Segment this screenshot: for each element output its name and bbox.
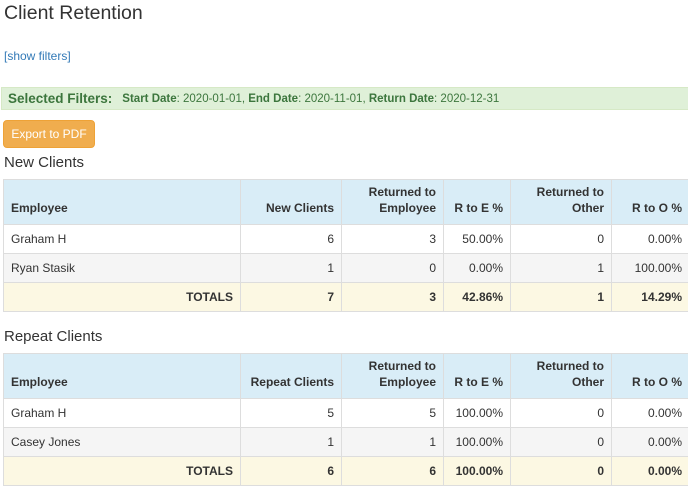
totals-label: TOTALS <box>3 456 241 486</box>
totals-r-to-e-pct: 42.86% <box>443 282 511 312</box>
employee-cell: Casey Jones <box>3 427 241 457</box>
table-row: Casey Jones 1 1 100.00% 0 0.00% <box>3 427 688 457</box>
selected-filters-bar: Selected Filters: Start Date: 2020-01-01… <box>1 87 688 110</box>
table-row: Graham H 6 3 50.00% 0 0.00% <box>3 224 688 254</box>
totals-r-to-e-pct: 100.00% <box>443 456 511 486</box>
table-header-row: Employee Repeat Clients Returned to Empl… <box>3 353 688 399</box>
column-header-employee: Employee <box>3 353 241 399</box>
new-clients-cell: 1 <box>240 253 342 283</box>
export-to-pdf-button[interactable]: Export to PDF <box>3 120 95 148</box>
column-header-returned-to-employee: Returned to Employee <box>341 353 444 399</box>
filter-value-return-date: 2020-12-31 <box>440 92 500 105</box>
returned-to-employee-cell: 0 <box>341 253 444 283</box>
filter-label-end-date: End Date <box>248 92 299 105</box>
totals-returned-to-other: 0 <box>510 456 612 486</box>
returned-to-other-cell: 0 <box>510 224 612 254</box>
r-to-o-pct-cell: 100.00% <box>611 253 688 283</box>
returned-to-employee-cell: 3 <box>341 224 444 254</box>
selected-filters-title: Selected Filters: <box>8 91 113 106</box>
employee-cell: Graham H <box>3 398 241 428</box>
table-row: Graham H 5 5 100.00% 0 0.00% <box>3 398 688 428</box>
totals-returned-to-employee: 6 <box>341 456 444 486</box>
table-row: Ryan Stasik 1 0 0.00% 1 100.00% <box>3 253 688 283</box>
r-to-o-pct-cell: 0.00% <box>611 427 688 457</box>
totals-returned-to-employee: 3 <box>341 282 444 312</box>
totals-new-clients: 7 <box>240 282 342 312</box>
totals-row: TOTALS 7 3 42.86% 1 14.29% <box>3 282 688 312</box>
returned-to-employee-cell: 1 <box>341 427 444 457</box>
column-header-repeat-clients: Repeat Clients <box>240 353 342 399</box>
repeat-clients-cell: 5 <box>240 398 342 428</box>
employee-cell: Graham H <box>3 224 241 254</box>
totals-repeat-clients: 6 <box>240 456 342 486</box>
filter-label-start-date: Start Date <box>122 92 177 105</box>
totals-r-to-o-pct: 14.29% <box>611 282 688 312</box>
returned-to-other-cell: 0 <box>510 427 612 457</box>
column-header-employee: Employee <box>3 179 241 225</box>
r-to-e-pct-cell: 100.00% <box>443 398 511 428</box>
page-title: Client Retention <box>4 2 143 24</box>
employee-cell: Ryan Stasik <box>3 253 241 283</box>
table-header-row: Employee New Clients Returned to Employe… <box>3 179 688 225</box>
column-header-r-to-o-pct: R to O % <box>611 353 688 399</box>
r-to-e-pct-cell: 0.00% <box>443 253 511 283</box>
selected-filters-list: Start Date: 2020-01-01, End Date: 2020-1… <box>122 92 500 105</box>
repeat-clients-cell: 1 <box>240 427 342 457</box>
returned-to-other-cell: 1 <box>510 253 612 283</box>
r-to-o-pct-cell: 0.00% <box>611 398 688 428</box>
new-clients-cell: 6 <box>240 224 342 254</box>
column-header-new-clients: New Clients <box>240 179 342 225</box>
totals-returned-to-other: 1 <box>510 282 612 312</box>
new-clients-title: New Clients <box>4 154 85 171</box>
r-to-o-pct-cell: 0.00% <box>611 224 688 254</box>
filter-value-start-date: 2020-01-01 <box>183 92 242 105</box>
repeat-clients-table: Employee Repeat Clients Returned to Empl… <box>3 353 688 486</box>
new-clients-table: Employee New Clients Returned to Employe… <box>3 179 688 312</box>
totals-label: TOTALS <box>3 282 241 312</box>
column-header-r-to-e-pct: R to E % <box>443 179 511 225</box>
r-to-e-pct-cell: 50.00% <box>443 224 511 254</box>
returned-to-other-cell: 0 <box>510 398 612 428</box>
column-header-returned-to-employee: Returned to Employee <box>341 179 444 225</box>
column-header-returned-to-other: Returned to Other <box>510 353 612 399</box>
r-to-e-pct-cell: 100.00% <box>443 427 511 457</box>
filter-label-return-date: Return Date <box>368 92 435 105</box>
column-header-r-to-e-pct: R to E % <box>443 353 511 399</box>
returned-to-employee-cell: 5 <box>341 398 444 428</box>
column-header-returned-to-other: Returned to Other <box>510 179 612 225</box>
totals-row: TOTALS 6 6 100.00% 0 0.00% <box>3 456 688 486</box>
show-filters-link[interactable]: [show filters] <box>4 49 71 63</box>
column-header-r-to-o-pct: R to O % <box>611 179 688 225</box>
totals-r-to-o-pct: 0.00% <box>611 456 688 486</box>
repeat-clients-title: Repeat Clients <box>4 328 103 345</box>
filter-value-end-date: 2020-11-01 <box>304 92 363 105</box>
